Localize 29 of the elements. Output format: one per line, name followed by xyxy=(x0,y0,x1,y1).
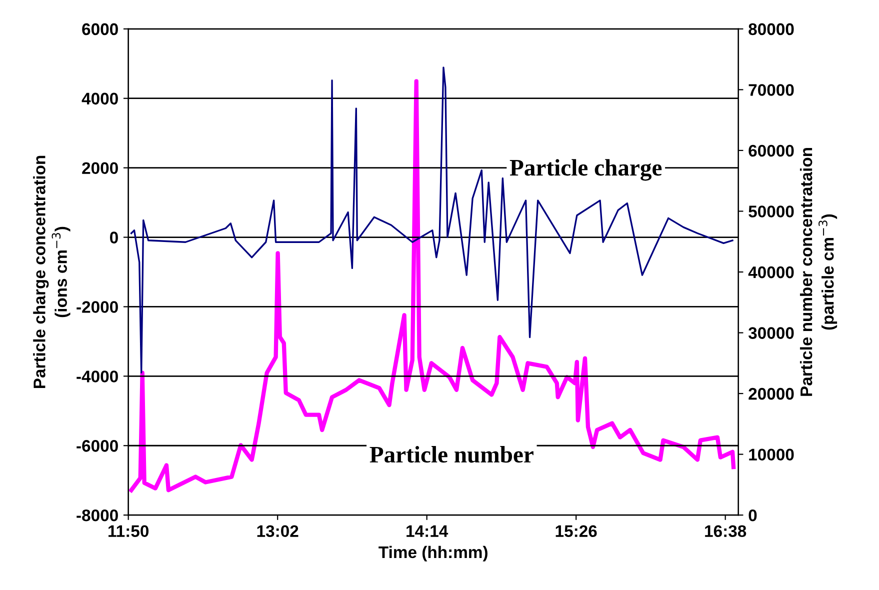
x-axis-title: Time (hh:mm) xyxy=(378,546,488,562)
line-series xyxy=(130,66,734,374)
y2-tick-label: 0 xyxy=(748,509,757,522)
y2-tick-label: 40000 xyxy=(748,266,794,278)
x-tick-label: 13:02 xyxy=(257,525,298,538)
x-tick-label: 11:50 xyxy=(108,525,149,538)
y-tick-label: 0 xyxy=(110,232,118,244)
y-tick-label: -2000 xyxy=(76,301,118,313)
series-label: Particle charge xyxy=(510,159,662,181)
y2-tick-label: 70000 xyxy=(748,84,794,96)
y-tick-label: -6000 xyxy=(76,440,118,452)
y2-tick-label: 80000 xyxy=(748,23,794,36)
x-tick-label: 15:26 xyxy=(556,525,597,538)
y-axis-title: Particle charge concentration (ions cm$^{−3}$) xyxy=(33,156,70,388)
x-tick-label: 16:38 xyxy=(705,525,746,538)
y2-tick-label: 10000 xyxy=(749,448,794,461)
y-tick-label: 4000 xyxy=(82,92,118,105)
y2-tick-label: 50000 xyxy=(748,206,794,218)
y-tick-label: 2000 xyxy=(82,162,118,174)
series-label: Particle number xyxy=(370,446,534,463)
y-tick-label: 6000 xyxy=(82,23,118,36)
y2-tick-label: 60000 xyxy=(748,144,794,157)
y-tick-label: -4000 xyxy=(76,370,118,382)
y2-axis-title: Particle number concentrataion (particle cm$^{−3}$) xyxy=(800,148,838,396)
y2-tick-label: 30000 xyxy=(748,327,794,339)
y-tick-label: -8000 xyxy=(76,509,118,522)
line-series xyxy=(129,79,736,492)
y2-tick-label: 20000 xyxy=(748,388,794,400)
x-tick-label: 14:14 xyxy=(406,525,448,537)
